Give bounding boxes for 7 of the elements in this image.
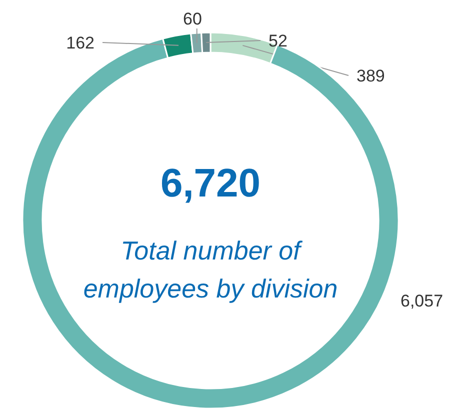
text: 6,720 — [160, 162, 261, 206]
data-label: 60 — [183, 10, 202, 28]
data-label: 6,057 — [400, 292, 444, 310]
data-label: 389 — [356, 66, 385, 86]
data-label: 52 — [268, 32, 288, 50]
text: Total number of employees by division — [83, 236, 338, 304]
data-label: 162 — [66, 34, 95, 52]
